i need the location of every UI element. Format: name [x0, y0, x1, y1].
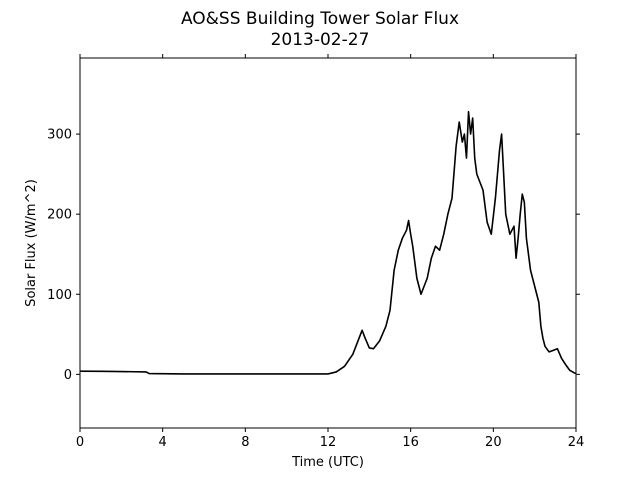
chart-subtitle: 2013-02-27	[271, 30, 370, 50]
y-axis: 0 100 200 300	[47, 128, 580, 383]
y-axis-label: Solar Flux (W/m^2)	[24, 179, 39, 307]
y-tick-label: 300	[47, 128, 72, 143]
x-tick-label: 8	[241, 435, 249, 450]
y-tick-label: 100	[47, 288, 72, 303]
solar-flux-line	[79, 110, 577, 375]
x-tick-label: 24	[568, 435, 585, 450]
x-axis-label: Time (UTC)	[291, 455, 364, 470]
plot-frame	[79, 57, 577, 429]
chart-title: AO&SS Building Tower Solar Flux	[181, 9, 459, 29]
x-axis: 0 4 8 12 16 20 24	[76, 54, 584, 450]
x-tick-label: 4	[159, 435, 167, 450]
x-tick-label: 16	[402, 435, 419, 450]
y-tick-label: 0	[64, 368, 72, 383]
y-tick-label: 200	[47, 208, 72, 223]
x-tick-label: 12	[320, 435, 337, 450]
x-tick-label: 0	[76, 435, 84, 450]
x-tick-label: 20	[485, 435, 502, 450]
